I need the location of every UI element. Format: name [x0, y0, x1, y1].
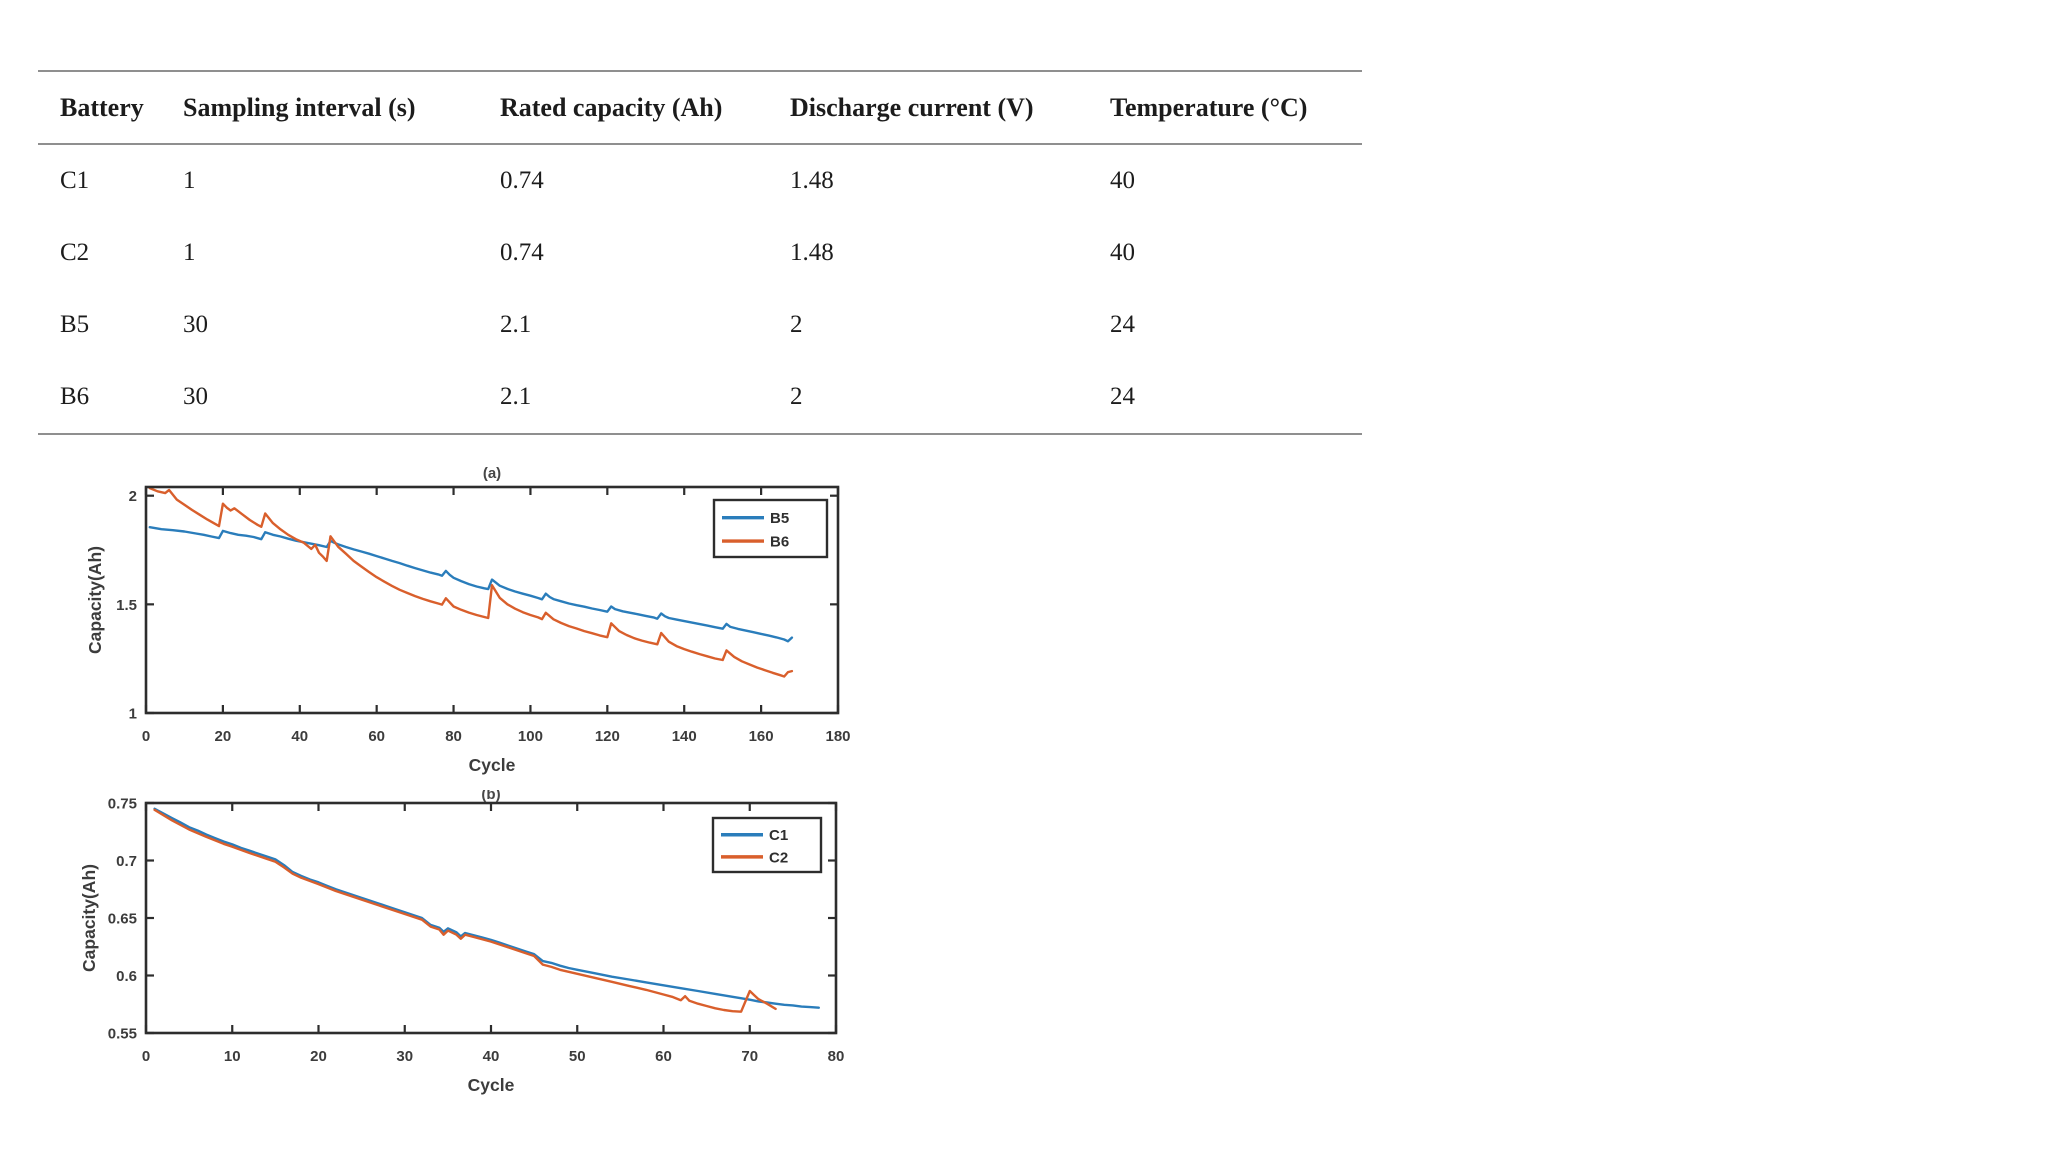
table-cell: 24: [1110, 383, 1135, 410]
table-cell: 2.1: [500, 383, 532, 410]
table-cell: 1.48: [790, 239, 834, 266]
panel-title: (a): [483, 465, 501, 482]
table-cell: C1: [60, 167, 90, 194]
table-cell: 0.74: [500, 239, 544, 266]
plot-frame: [144, 485, 840, 715]
table-row: C2 1 0.74 1.48 40: [38, 217, 1362, 289]
series-line-B6: [148, 486, 794, 678]
x-tick-label: 80: [828, 1048, 845, 1065]
x-tick-label: 40: [291, 728, 308, 745]
legend-label: B6: [770, 534, 789, 551]
x-tick-label: 160: [749, 728, 774, 745]
x-tick-label: 50: [569, 1048, 586, 1065]
y-tick-label: 0.7: [116, 853, 137, 870]
table-cell: 24: [1110, 311, 1135, 338]
x-tick-label: 140: [672, 728, 697, 745]
table-cell: 2.1: [500, 311, 532, 338]
y-axis-label: Capacity(Ah): [79, 864, 99, 972]
x-tick-label: 100: [518, 728, 543, 745]
column-header: Discharge current (V): [790, 71, 1110, 145]
table-row: B5 30 2.1 2 24: [38, 289, 1362, 361]
table-header-row: Battery Sampling interval (s) Rated capaci…: [38, 71, 1362, 145]
series-line-C2: [153, 808, 777, 1013]
table-cell: 1: [183, 239, 196, 266]
table-row: B6 30 2.1 2 24: [38, 361, 1362, 434]
x-tick-label: 70: [741, 1048, 758, 1065]
x-tick-label: 60: [368, 728, 385, 745]
table-cell: C2: [60, 239, 90, 266]
x-tick-label: 80: [445, 728, 462, 745]
table-cell: 1.48: [790, 167, 834, 194]
y-tick-label: 0.6: [116, 968, 137, 985]
legend-box: [711, 816, 823, 874]
y-tick-label: 1: [129, 706, 137, 723]
x-tick-label: 0: [142, 728, 150, 745]
legend-box: [712, 498, 829, 559]
table-cell: 0.74: [500, 167, 544, 194]
x-tick-label: 20: [310, 1048, 327, 1065]
table-cell: B6: [60, 383, 90, 410]
legend-label: C2: [769, 849, 788, 866]
x-tick-label: 40: [483, 1048, 500, 1065]
x-tick-label: 30: [396, 1048, 413, 1065]
column-header: Battery: [38, 71, 183, 145]
column-header: Rated capacity (Ah): [500, 71, 790, 145]
legend-label: B5: [770, 510, 789, 527]
table-cell: 1: [183, 167, 196, 194]
x-tick-label: 180: [825, 728, 850, 745]
panel-title: (b): [481, 790, 500, 803]
x-tick-label: 10: [224, 1048, 241, 1065]
x-tick-label: 60: [655, 1048, 672, 1065]
y-tick-label: 2: [129, 488, 137, 505]
x-tick-label: 0: [142, 1048, 150, 1065]
y-tick-label: 0.55: [108, 1026, 137, 1043]
chart-capacity-b5-b6: 0 20 40 60 80 100 120 140 160 180 1 1.5 2 (a) Cycle Cap…: [85, 465, 851, 775]
legend-label: C1: [769, 827, 788, 844]
column-header: Sampling interval (s): [183, 71, 500, 145]
table-cell: 30: [183, 311, 208, 338]
series-line-B5: [148, 526, 794, 643]
y-tick-label: 0.65: [108, 911, 137, 928]
x-axis-label: Cycle: [469, 755, 516, 775]
table-row: C1 1 0.74 1.48 40: [38, 144, 1362, 217]
table-cell: 40: [1110, 167, 1135, 194]
column-header: Temperature (°C): [1110, 71, 1362, 145]
battery-spec-table: Battery Sampling interval (s) Rated capaci…: [38, 70, 1362, 435]
table-cell: 40: [1110, 239, 1135, 266]
y-tick-label: 1.5: [116, 597, 137, 614]
table-cell: 2: [790, 311, 803, 338]
table-cell: 2: [790, 383, 803, 410]
y-tick-label: 0.75: [108, 796, 137, 813]
x-tick-label: 120: [595, 728, 620, 745]
x-axis-label: Cycle: [468, 1075, 515, 1095]
chart-capacity-c1-c2: 0 10 20 30 40 50 60 70 80 0.55 0.6 0.65 0.7 0.75 (b) Cy…: [79, 790, 845, 1095]
y-axis-label: Capacity(Ah): [85, 546, 105, 654]
x-tick-label: 20: [215, 728, 232, 745]
table-cell: 30: [183, 383, 208, 410]
table-cell: B5: [60, 311, 90, 338]
series-line-C1: [153, 807, 820, 1009]
